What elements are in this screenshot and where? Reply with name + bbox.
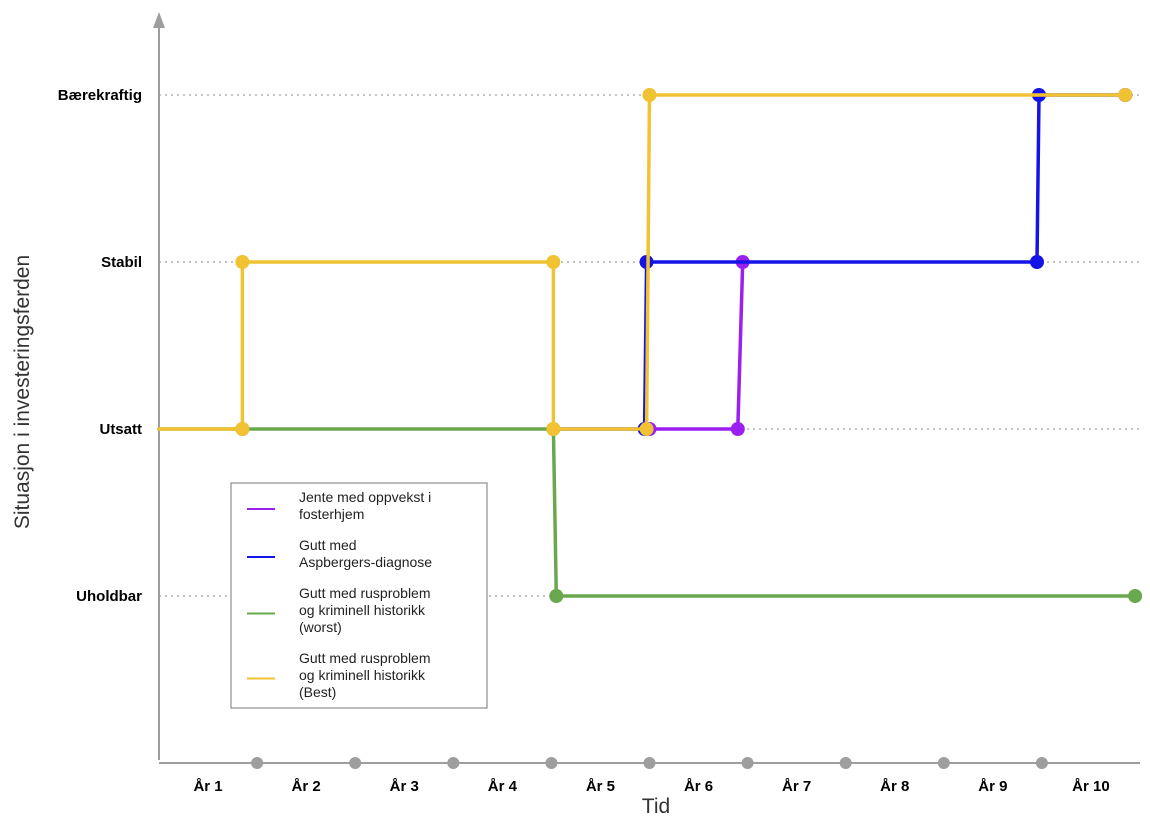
x-tick-label: År 10 <box>1072 778 1110 795</box>
series-1 <box>642 255 750 436</box>
legend-label: Aspbergers-diagnose <box>299 554 432 570</box>
x-axis-marker <box>1035 757 1048 769</box>
data-point <box>235 255 250 269</box>
y-tick-label: Uholdbar <box>76 588 142 605</box>
x-tick-label: År 2 <box>292 778 321 795</box>
x-boundary-markers <box>251 757 1048 769</box>
data-point <box>546 255 561 269</box>
y-axis-title: Situasjon i investeringsferden <box>11 255 34 529</box>
data-point <box>639 422 654 436</box>
data-point <box>235 422 250 436</box>
x-axis-marker <box>741 757 754 769</box>
data-point <box>642 88 657 102</box>
legend-label: (worst) <box>299 619 342 635</box>
data-point <box>1118 88 1133 102</box>
series-line <box>647 260 745 431</box>
data-point <box>730 422 745 436</box>
x-axis-marker <box>447 757 460 769</box>
legend-label: Gutt med rusproblem <box>299 585 431 601</box>
legend-label: Gutt med <box>299 537 357 553</box>
x-tick-label: År 4 <box>488 778 518 795</box>
data-point <box>1128 589 1143 603</box>
y-tick-label: Stabil <box>101 254 142 271</box>
x-tick-label: År 6 <box>684 778 713 795</box>
x-axis-marker <box>349 757 362 769</box>
legend-box <box>230 482 488 709</box>
legend-label: Jente med oppvekst i <box>299 489 431 505</box>
x-tick-label: År 8 <box>880 778 909 795</box>
legend-label: og kriminell historikk <box>299 667 426 683</box>
y-tick-label: Utsatt <box>99 421 142 438</box>
legend-label: fosterhjem <box>299 506 364 522</box>
x-axis-marker <box>937 757 950 769</box>
series-lines <box>157 88 1143 603</box>
x-axis-marker <box>251 757 264 769</box>
x-tick-label: År 3 <box>390 778 419 795</box>
data-point <box>549 589 564 603</box>
legend-label: Gutt med rusproblem <box>299 650 431 666</box>
x-tick-label: År 1 <box>193 778 222 795</box>
y-tick-labels: Uholdbar Utsatt Stabil Bærekraftig <box>58 87 142 605</box>
x-tick-labels: År 1 År 2 År 3 År 4 År 5 År 6 År 7 År 8 År 9 År 1… <box>193 778 1109 795</box>
legend-label: (Best) <box>299 684 336 700</box>
x-tick-label: År 7 <box>782 778 811 795</box>
x-axis-marker <box>839 757 852 769</box>
x-axis-marker <box>643 757 656 769</box>
series-2 <box>549 88 1133 436</box>
series-line <box>157 93 1128 431</box>
x-tick-label: År 5 <box>586 778 615 795</box>
y-tick-label: Bærekraftig <box>58 87 142 104</box>
x-tick-label: År 9 <box>978 778 1007 795</box>
x-axis-title: Tid <box>642 795 670 818</box>
series-4 <box>157 88 1133 436</box>
data-point <box>546 422 561 436</box>
x-axis-marker <box>545 757 558 769</box>
data-point <box>1029 255 1044 269</box>
y-axis-arrow-icon <box>153 12 165 28</box>
legend-label: og kriminell historikk <box>299 602 426 618</box>
